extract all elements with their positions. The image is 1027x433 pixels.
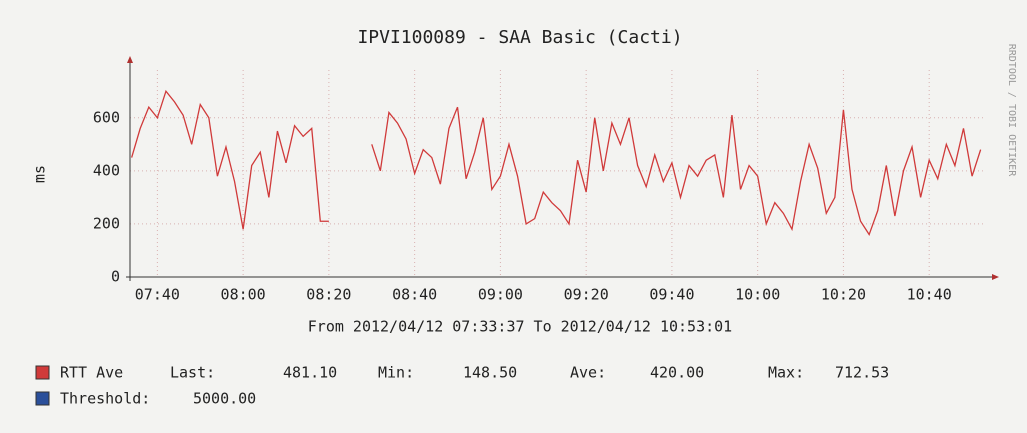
legend-stat-value: 148.50 — [463, 364, 517, 382]
legend-label: Threshold: — [60, 390, 150, 408]
y-tick-label: 600 — [93, 108, 120, 126]
legend-stat-value: 420.00 — [650, 364, 704, 382]
x-tick-label: 10:00 — [735, 286, 780, 304]
x-tick-label: 09:00 — [478, 286, 523, 304]
x-tick-label: 08:20 — [306, 286, 351, 304]
x-tick-label: 10:40 — [907, 286, 952, 304]
chart-title: IPVI100089 - SAA Basic (Cacti) — [357, 27, 682, 48]
x-tick-label: 07:40 — [135, 286, 180, 304]
x-tick-label: 08:00 — [221, 286, 266, 304]
y-tick-label: 400 — [93, 161, 120, 179]
y-tick-label: 200 — [93, 214, 120, 232]
y-tick-label: 0 — [111, 268, 120, 286]
x-tick-label: 09:20 — [564, 286, 609, 304]
legend-value: 5000.00 — [193, 390, 256, 408]
y-axis-arrow — [127, 56, 133, 63]
legend-stat-label: Max: — [768, 364, 804, 382]
side-label: RRDTOOL / TOBI OETIKER — [1006, 44, 1017, 177]
data-line — [131, 89, 329, 230]
legend-stat-value: 712.53 — [835, 364, 889, 382]
legend-swatch — [35, 365, 50, 380]
y-axis-label: ms — [31, 165, 49, 183]
x-tick-label: 10:20 — [821, 286, 866, 304]
legend-stat-value: 481.10 — [283, 364, 337, 382]
x-tick-label: 08:40 — [392, 286, 437, 304]
legend-label: RTT Ave — [60, 364, 123, 382]
legend-stat-label: Ave: — [570, 364, 606, 382]
range-text: From 2012/04/12 07:33:37 To 2012/04/12 1… — [308, 318, 732, 336]
x-tick-label: 09:40 — [649, 286, 694, 304]
legend-stat-label: Min: — [378, 364, 414, 382]
x-axis-arrow — [992, 274, 999, 280]
legend-stat-label: Last: — [170, 364, 215, 382]
legend-swatch — [35, 391, 50, 406]
data-line — [371, 106, 982, 236]
